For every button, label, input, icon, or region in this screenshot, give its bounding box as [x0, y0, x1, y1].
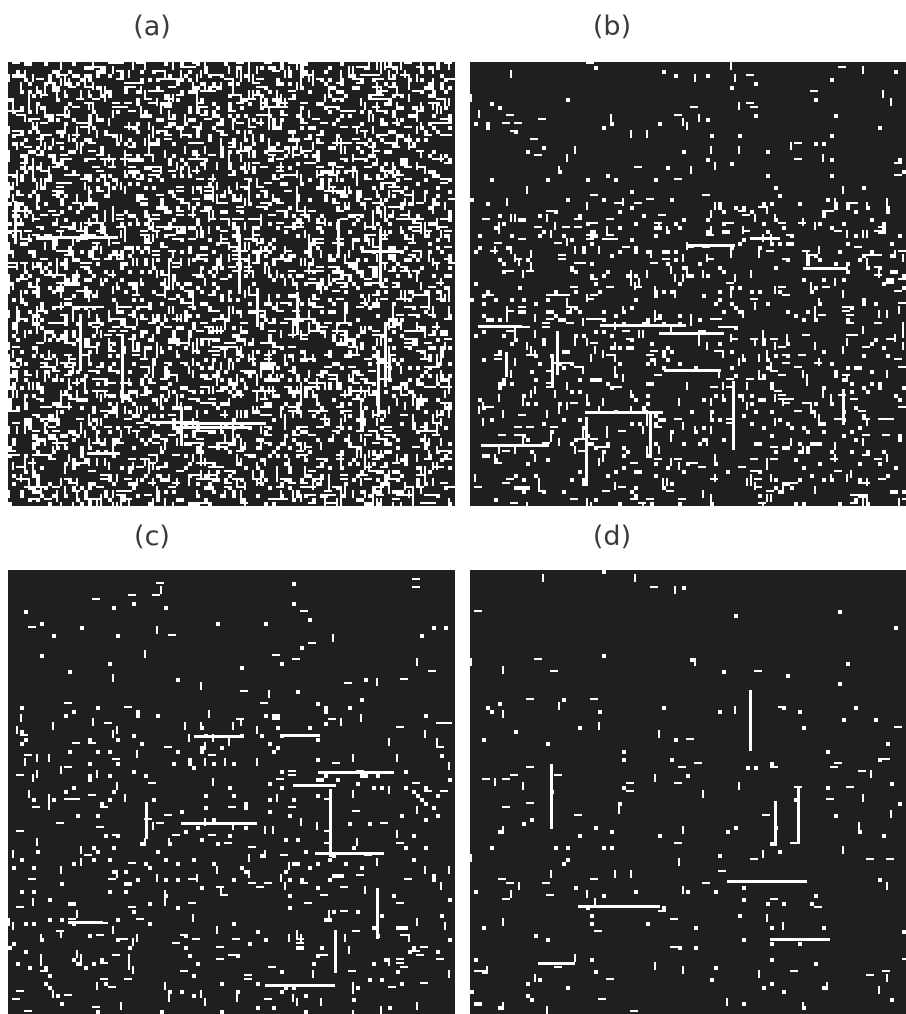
edge-line: [68, 921, 103, 924]
panel-label-a: (a): [133, 11, 171, 42]
edge-line: [337, 219, 340, 257]
panel-a-edge-pattern: [8, 62, 455, 506]
edge-line: [749, 690, 752, 751]
edge-pixels: [470, 62, 906, 506]
edge-line: [296, 292, 299, 335]
edge-line: [318, 771, 394, 774]
edge-line: [36, 236, 118, 239]
edge-line: [585, 417, 588, 478]
edge-line: [293, 784, 336, 787]
edge-line: [842, 389, 845, 425]
edge-line: [280, 734, 320, 737]
panel-a-image: [8, 62, 455, 506]
edge-line: [315, 852, 384, 855]
edge-line: [329, 789, 332, 857]
edge-line: [803, 267, 847, 270]
edge-line: [150, 421, 199, 424]
panel-d-edge-pattern: [470, 570, 906, 1014]
edge-line: [732, 381, 735, 450]
edge-line: [79, 314, 82, 371]
edge-line: [578, 905, 660, 908]
panel-b-image: [470, 62, 906, 506]
edge-line: [379, 229, 382, 286]
edge-line: [556, 331, 559, 375]
edge-line: [481, 444, 549, 447]
edge-line: [797, 786, 800, 844]
edge-line: [550, 764, 553, 829]
edge-pixels: [8, 578, 452, 1014]
panel-d-image: [470, 570, 906, 1014]
panel-label-d: (d): [592, 521, 632, 552]
edge-line: [770, 938, 830, 941]
edge-line: [478, 325, 522, 328]
edge-line: [87, 452, 120, 455]
edge-line: [121, 336, 124, 403]
edge-line: [774, 801, 777, 846]
edge-line: [585, 411, 663, 414]
edge-line: [238, 234, 241, 294]
edge-line: [687, 244, 735, 247]
edge-line: [194, 735, 241, 738]
edge-line: [265, 984, 335, 987]
edge-line: [384, 323, 387, 387]
edge-line: [750, 237, 780, 240]
panel-label-b: (b): [592, 11, 632, 42]
edge-line: [600, 324, 686, 327]
edge-line: [176, 426, 251, 429]
panel-c-image: [8, 570, 455, 1014]
edge-line: [180, 422, 266, 425]
edge-pixels: [8, 62, 455, 506]
edge-line: [181, 822, 257, 825]
edge-line: [664, 369, 721, 372]
edge-line: [14, 201, 17, 244]
edge-line: [505, 352, 508, 377]
edge-line: [256, 288, 259, 327]
edge-line: [388, 356, 391, 381]
panel-c-edge-pattern: [8, 578, 452, 1014]
edge-line: [180, 407, 183, 446]
edge-pixels: [470, 570, 906, 1014]
edge-line: [145, 802, 148, 839]
edge-line: [376, 888, 379, 939]
edge-line: [377, 350, 380, 417]
edge-line: [334, 930, 337, 973]
edge-line: [659, 332, 724, 335]
edge-line: [727, 880, 807, 883]
edge-line: [649, 412, 652, 458]
edge-line: [551, 358, 554, 386]
panel-b-edge-pattern: [470, 62, 906, 506]
edge-line: [538, 962, 575, 965]
panel-label-c: (c): [134, 521, 170, 552]
